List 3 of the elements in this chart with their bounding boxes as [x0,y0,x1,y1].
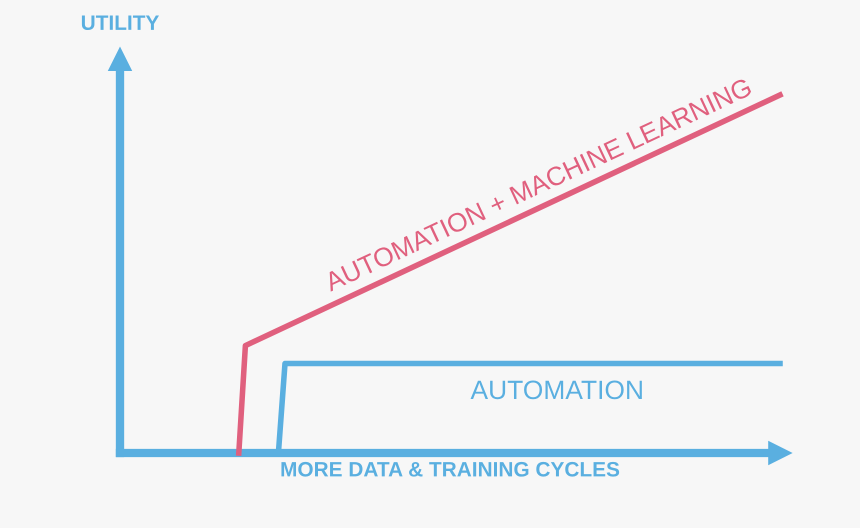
series-label: AUTOMATION [470,380,642,400]
y-axis-title: UTILITY [82,15,160,30]
x-axis-title: MORE DATA & TRAINING CYCLES [281,462,620,477]
